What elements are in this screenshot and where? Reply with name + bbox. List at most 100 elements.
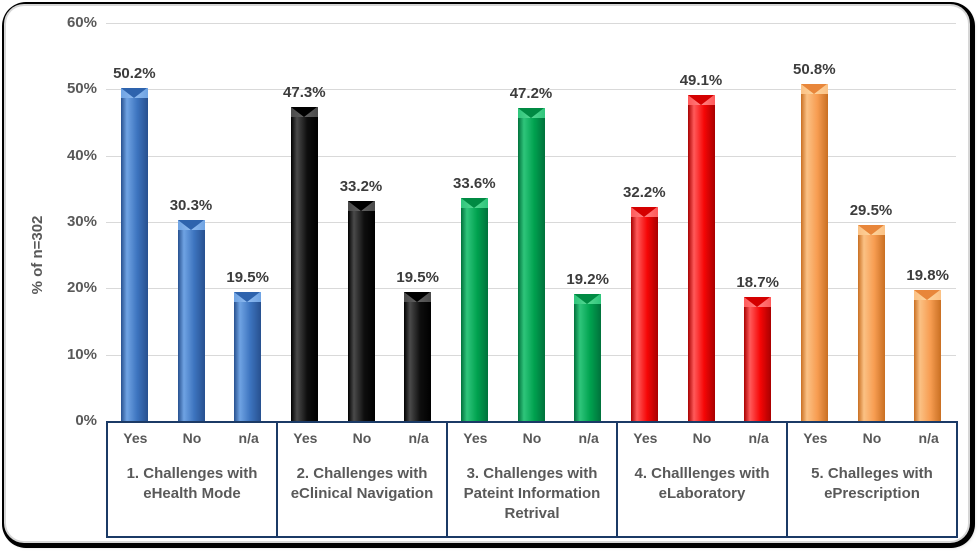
- bar-bevel-cap: [460, 198, 488, 209]
- bar-bevel-triangle: [687, 95, 714, 106]
- y-axis-tick-label: 0%: [75, 412, 97, 429]
- bar: [744, 296, 772, 421]
- category-sub-label: No: [862, 430, 882, 446]
- bar-value-label: 19.8%: [906, 266, 949, 284]
- category-group-title-line: Retrival: [504, 505, 560, 522]
- bar-value-label: 47.3%: [283, 84, 326, 102]
- bar-value-label: 29.5%: [849, 202, 893, 220]
- bar-bevel-cap: [630, 207, 658, 218]
- bar: [630, 207, 658, 421]
- bar: [347, 200, 375, 421]
- bar-value-label: 33.6%: [453, 175, 496, 193]
- bar-bevel-cap: [177, 220, 205, 231]
- bar: [574, 293, 602, 421]
- category-sub-label: No: [352, 430, 372, 446]
- bar-value-label: 19.5%: [396, 268, 439, 286]
- y-axis-tick-label: 60%: [66, 14, 97, 31]
- bar-bevel-triangle: [744, 296, 771, 307]
- bar-bevel-triangle: [460, 198, 487, 209]
- bar: [800, 84, 828, 421]
- y-axis-tick-label: 10%: [66, 345, 97, 363]
- category-sub-label: No: [522, 430, 542, 446]
- category-sub-label: n/a: [408, 430, 429, 446]
- bar-bevel-cap: [857, 225, 885, 236]
- category-group-title: 1. Challenges with eHealth Mode: [106, 464, 278, 504]
- category-group-title-line: eClinical Navigation: [290, 485, 434, 502]
- bar: [290, 107, 318, 421]
- category-group-title-line: 5. Challeges with: [811, 465, 933, 482]
- bar-bevel-triangle: [857, 225, 884, 236]
- bar-bevel-triangle: [177, 220, 204, 231]
- bar-bevel-cap: [687, 95, 715, 106]
- category-group-title-line: 4. Challlenges with: [634, 465, 770, 482]
- bar-bevel-cap: [347, 200, 375, 211]
- category-group-title-line: 2. Challenges with: [296, 465, 428, 482]
- bar-bevel-cap: [517, 107, 545, 118]
- bar: [120, 88, 148, 421]
- bar-bevel-cap: [234, 291, 262, 302]
- bar: [234, 291, 262, 421]
- bar-bevel-triangle: [120, 88, 147, 99]
- category-group-title: 3. Challenges with Pateint Information Ret…: [446, 464, 618, 524]
- category-group: Yes No n/a 1. Challenges with eHealth Mode: [106, 421, 278, 538]
- bar-bevel-triangle: [347, 200, 374, 211]
- bar-value-label: 30.3%: [169, 197, 213, 215]
- category-group-title-line: eLaboratory: [658, 485, 746, 502]
- bar-value-label: 33.2%: [339, 177, 383, 195]
- bar: [687, 95, 715, 421]
- bar: [517, 107, 545, 421]
- category-group: Yes No n/a 5. Challeges with ePrescription: [786, 421, 958, 538]
- bar-value-label: 32.2%: [623, 184, 666, 202]
- category-group-title: 4. Challlenges with eLaboratory: [616, 464, 788, 504]
- bar: [177, 220, 205, 421]
- bar-bevel-cap: [744, 296, 772, 307]
- bar-bevel-triangle: [234, 291, 261, 302]
- bar: [857, 225, 885, 421]
- category-sub-label: n/a: [918, 430, 939, 446]
- gridline: [106, 89, 956, 91]
- category-group-title-line: Pateint Information: [463, 485, 601, 502]
- category-sub-label: Yes: [123, 430, 148, 446]
- bar-bevel-cap: [914, 289, 942, 300]
- bar-bevel-cap: [120, 88, 148, 99]
- category-sub-label: Yes: [293, 430, 318, 446]
- category-group: Yes No n/a 4. Challlenges with eLaboratory: [616, 421, 788, 538]
- category-group-title-line: 1. Challenges with: [126, 465, 258, 482]
- category-group-title-line: eHealth Mode: [143, 485, 241, 502]
- bar-bevel-triangle: [290, 107, 317, 118]
- bar-bevel-cap: [800, 84, 828, 95]
- bar-value-label: 49.1%: [679, 72, 723, 90]
- category-sub-label: n/a: [578, 430, 599, 446]
- bar-bevel-cap: [290, 107, 318, 118]
- bar-bevel-triangle: [914, 289, 941, 300]
- category-sub-label: Yes: [463, 430, 488, 446]
- y-axis-tick-label: 50%: [66, 80, 97, 98]
- category-group-title: 2. Challenges with eClinical Navigation: [276, 464, 448, 504]
- bar-value-label: 19.5%: [226, 268, 269, 286]
- bar-bevel-cap: [574, 293, 602, 304]
- category-group-title-line: ePrescription: [824, 485, 920, 502]
- category-sub-label: n/a: [748, 430, 769, 446]
- gridline: [106, 23, 956, 24]
- category-axis: Yes No n/a 1. Challenges with eHealth Mode Ye…: [106, 421, 960, 538]
- category-sub-label: Yes: [633, 430, 658, 446]
- category-group: Yes No n/a 3. Challenges with Pateint Inform…: [446, 421, 618, 538]
- bar-value-label: 19.2%: [566, 270, 609, 288]
- bar-bevel-triangle: [404, 291, 431, 302]
- y-axis-tick-label: 20%: [66, 279, 97, 297]
- bar-bevel-triangle: [517, 107, 544, 118]
- category-sub-label: Yes: [803, 430, 828, 446]
- y-axis-tick-label: 30%: [66, 213, 97, 230]
- bar-value-label: 47.2%: [509, 84, 553, 102]
- bar-value-label: 18.7%: [736, 273, 779, 291]
- bar: [404, 291, 432, 421]
- bar-bevel-triangle: [800, 84, 827, 95]
- category-group: Yes No n/a 2. Challenges with eClinical Navi…: [276, 421, 448, 538]
- y-axis-tick-label: 40%: [66, 146, 97, 164]
- bar: [460, 198, 488, 421]
- bar-value-label: 50.2%: [113, 65, 156, 83]
- bar: [914, 289, 942, 421]
- category-group-title: 5. Challeges with ePrescription: [786, 464, 958, 504]
- category-sub-label: No: [692, 430, 712, 446]
